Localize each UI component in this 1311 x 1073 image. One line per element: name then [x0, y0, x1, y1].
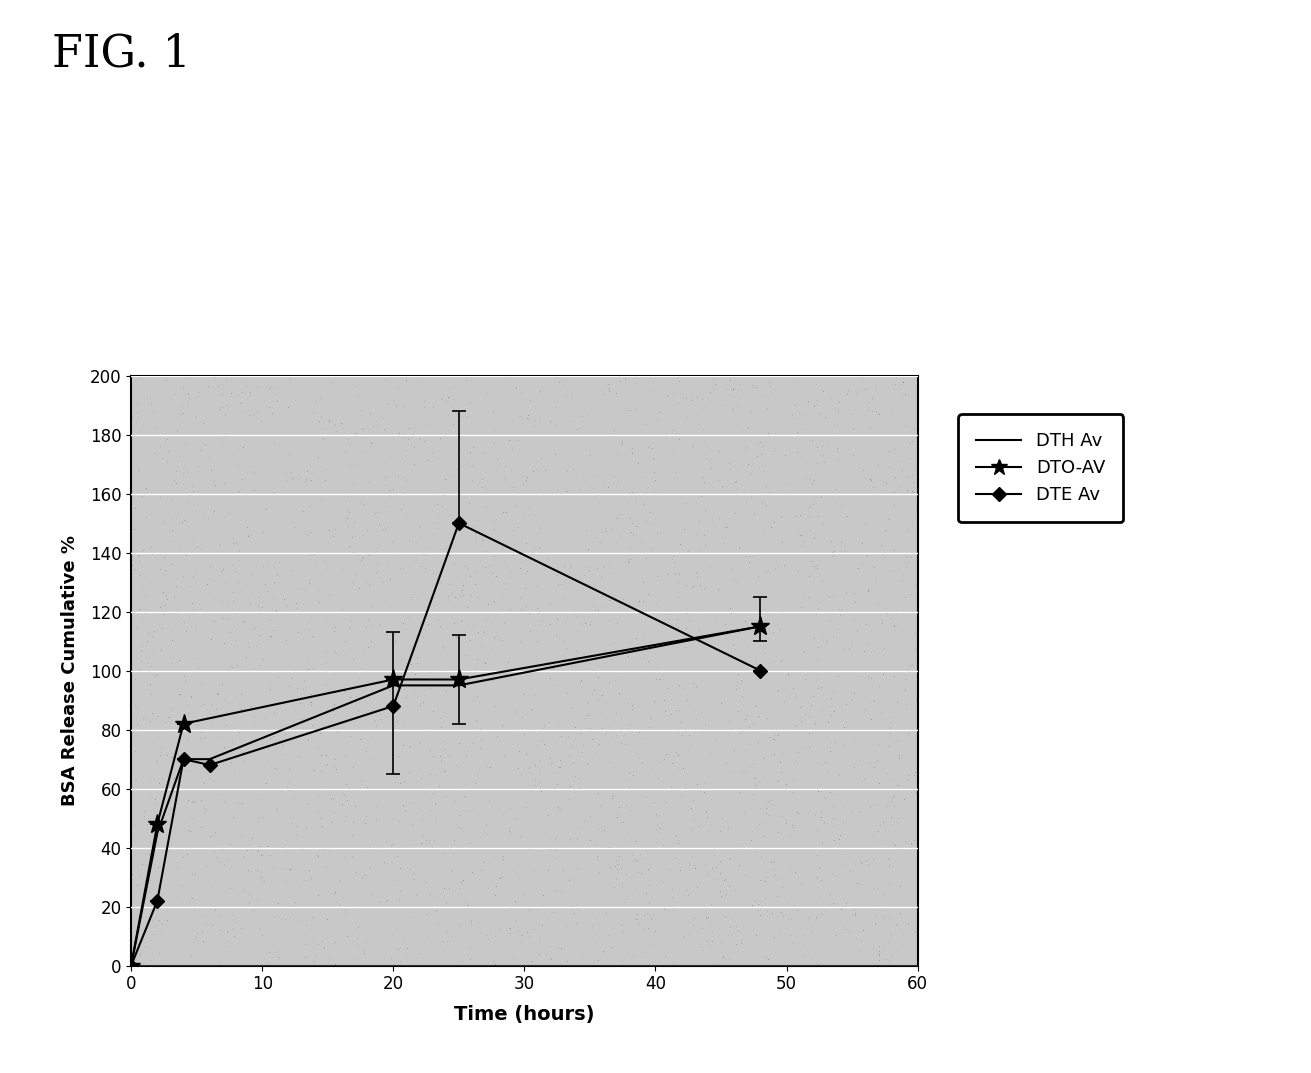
- Y-axis label: BSA Release Cumulative %: BSA Release Cumulative %: [60, 535, 79, 806]
- DTH Av: [149, 826, 165, 839]
- Legend: DTH Av, DTO-AV, DTE Av: DTH Av, DTO-AV, DTE Av: [958, 414, 1124, 523]
- Line: DTH Av: DTH Av: [131, 627, 760, 966]
- DTH Av: [451, 679, 467, 692]
- DTH Av: [753, 620, 768, 633]
- DTH Av: [202, 753, 218, 766]
- X-axis label: Time (hours): Time (hours): [454, 1004, 595, 1024]
- Text: FIG. 1: FIG. 1: [52, 32, 191, 75]
- DTH Av: [123, 959, 139, 972]
- DTH Av: [176, 753, 191, 766]
- DTH Av: [385, 679, 401, 692]
